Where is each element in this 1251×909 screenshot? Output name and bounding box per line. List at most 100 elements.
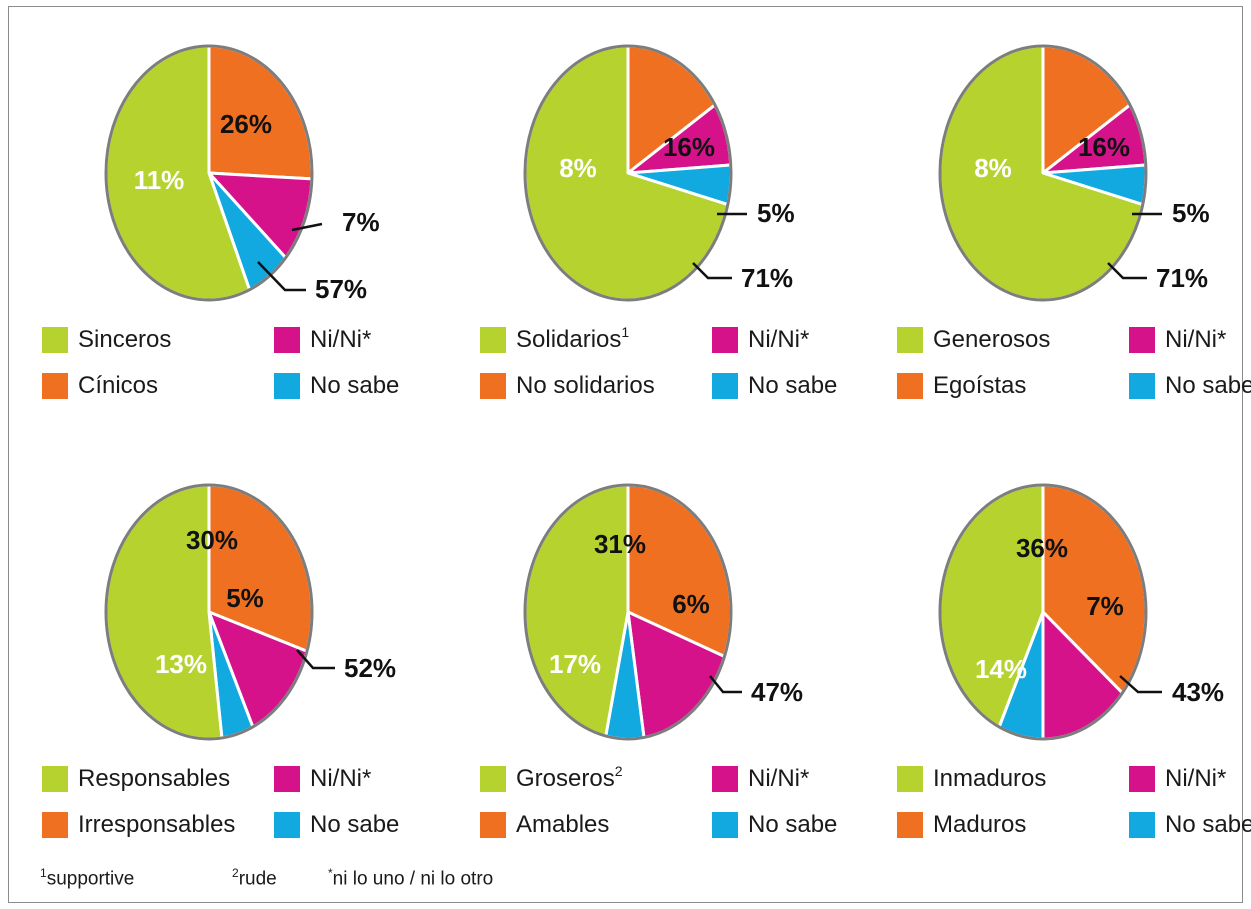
pie-outline [523, 483, 733, 741]
legend-label: Egoístas [933, 372, 1026, 399]
data-label: 5% [757, 198, 795, 228]
legend-swatch-orange [42, 812, 68, 838]
pie-slice-green [523, 483, 630, 738]
legend-label: Cínicos [78, 372, 158, 399]
legend-swatch-green [480, 766, 506, 792]
footnote-3: *ni lo uno / ni lo otro [328, 866, 493, 890]
data-label: 36% [1016, 533, 1068, 563]
legend-swatch-magenta [712, 327, 738, 353]
legend-swatch-green [42, 327, 68, 353]
legend-label: Generosos [933, 326, 1050, 353]
legend-swatch-blue [274, 812, 300, 838]
pie-outline [523, 44, 733, 302]
legend-label: Groseros2 [516, 763, 623, 793]
legend-label: No solidarios [516, 372, 655, 399]
legend-swatch-orange [897, 373, 923, 399]
legend-label: Sinceros [78, 326, 171, 353]
legend-swatch-orange [42, 373, 68, 399]
data-label: 7% [1086, 591, 1124, 621]
legend-swatch-blue [1129, 373, 1155, 399]
legend-label: Irresponsables [78, 811, 235, 838]
data-label: 8% [559, 153, 597, 183]
data-label: 16% [663, 132, 715, 162]
legend-label: No sabe [310, 811, 399, 838]
data-label: 8% [974, 153, 1012, 183]
pie-chart-6: 36% 14% 7% 43% [938, 483, 1224, 741]
data-label: 16% [1078, 132, 1130, 162]
pie-chart-4: 30% 13% 5% 52% [104, 483, 396, 741]
legend-1: Sinceros Ni/Ni* Cínicos No sabe [42, 326, 399, 399]
data-label: 26% [220, 109, 272, 139]
data-label: 47% [751, 677, 803, 707]
legend-label: Responsables [78, 765, 230, 792]
legend-swatch-blue [712, 812, 738, 838]
leader-line [1107, 262, 1147, 280]
legend-swatch-green [480, 327, 506, 353]
leader-line [291, 222, 323, 232]
legend-swatch-magenta [712, 766, 738, 792]
legend-swatch-magenta [1129, 766, 1155, 792]
legend-label: Amables [516, 811, 609, 838]
legend-label: No sabe [1165, 372, 1251, 399]
data-label: 13% [155, 649, 207, 679]
legend-label: Ni/Ni* [748, 765, 809, 792]
legend-label: Maduros [933, 811, 1026, 838]
legend-label: Solidarios1 [516, 324, 629, 354]
legend-superscript: 1 [621, 324, 629, 340]
data-label: 5% [1172, 198, 1210, 228]
footnotes: 1supportive 2rude *ni lo uno / ni lo otr… [40, 866, 740, 896]
legend-swatch-orange [897, 812, 923, 838]
data-label: 7% [342, 207, 380, 237]
pie-outline [938, 483, 1148, 741]
legend-2: Solidarios1 Ni/Ni* No solidarios No sabe [480, 324, 837, 399]
legend-4: Responsables Ni/Ni* Irresponsables No sabe [42, 765, 399, 838]
pie-outline [938, 44, 1148, 302]
legend-swatch-green [897, 766, 923, 792]
data-label: 17% [549, 649, 601, 679]
footnote-2-mark: 2 [232, 866, 239, 880]
pie-chart-2: 16% 8% 5% 71% [523, 44, 795, 302]
leader-line [1119, 675, 1162, 694]
legend-swatch-magenta [274, 766, 300, 792]
legend-label: Ni/Ni* [1165, 326, 1226, 353]
legend-swatch-magenta [274, 327, 300, 353]
legend-5: Groseros2 Ni/Ni* Amables No sabe [480, 763, 837, 838]
data-label: 5% [226, 583, 264, 613]
pie-chart-1: 26% 11% 7% 57% [104, 44, 380, 304]
legend-swatch-blue [1129, 812, 1155, 838]
data-label: 30% [186, 525, 238, 555]
leader-line [257, 261, 306, 292]
legend-label: Inmaduros [933, 765, 1046, 792]
leader-line [709, 675, 742, 694]
data-label: 6% [672, 589, 710, 619]
legend-3: Generosos Ni/Ni* Egoístas No sabe [897, 326, 1251, 399]
legend-swatch-green [42, 766, 68, 792]
pie-outline [104, 44, 314, 302]
leader-line [296, 649, 335, 670]
legend-swatch-magenta [1129, 327, 1155, 353]
pie-slice-green [104, 483, 224, 741]
data-label: 31% [594, 529, 646, 559]
legend-label: No sabe [748, 372, 837, 399]
footnote-1-mark: 1 [40, 866, 47, 880]
legend-label: Ni/Ni* [1165, 765, 1226, 792]
footnote-3-mark: * [328, 866, 333, 880]
legend-label: Ni/Ni* [310, 326, 371, 353]
legend-label: Ni/Ni* [748, 326, 809, 353]
data-label: 11% [134, 165, 185, 195]
data-label: 71% [1156, 263, 1208, 293]
legend-swatch-orange [480, 373, 506, 399]
legend-label: Ni/Ni* [310, 765, 371, 792]
pie-outline [104, 483, 314, 741]
pie-chart-5: 31% 17% 6% 47% [523, 483, 803, 741]
legend-6: Inmaduros Ni/Ni* Maduros No sabe [897, 765, 1251, 838]
legend-swatch-blue [712, 373, 738, 399]
pie-chart-3: 16% 8% 5% 71% [938, 44, 1210, 302]
data-label: 52% [344, 653, 396, 683]
data-label: 71% [741, 263, 793, 293]
legend-swatch-blue [274, 373, 300, 399]
footnote-1-text: supportive [46, 868, 135, 890]
legend-swatch-green [897, 327, 923, 353]
data-label: 14% [975, 654, 1027, 684]
